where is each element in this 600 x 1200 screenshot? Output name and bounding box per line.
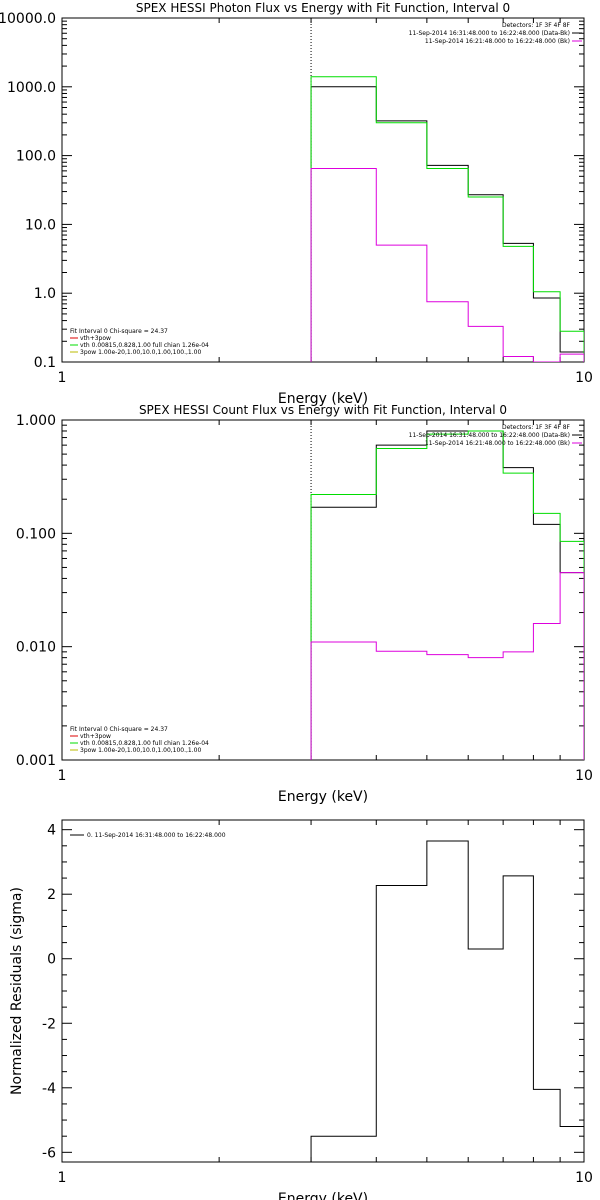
y-tick-label: 0.010: [16, 640, 56, 656]
legend-left: Fit Interval 0 Chi-square = 24.37vth+3po…: [70, 726, 209, 754]
legend-detectors: Detectors: 1F 3F 4F 8F: [502, 22, 571, 29]
y-tick-label: 0.100: [16, 526, 56, 542]
legend-entry: vth 0.00815,0.828,1.00 full chian 1.26e-…: [80, 740, 209, 747]
y-tick-label: -6: [42, 1145, 56, 1161]
series-2-line: [310, 76, 584, 362]
x-tick-label: 1: [58, 768, 67, 784]
plot-frame: [61, 419, 585, 761]
panel-1: SPEX HESSI Photon Flux vs Energy with Fi…: [0, 1, 593, 407]
y-tick-label: 4: [47, 823, 56, 839]
y-tick-label: 10000.0: [0, 11, 56, 27]
panel-3: 1 10 Energy (keV) 4 2 0 -2 -4 -6 Normalized Resid…: [9, 819, 593, 1200]
y-tick-label: -2: [42, 1016, 56, 1032]
x-tick-label: 10: [575, 370, 593, 386]
series-3-line: [310, 572, 584, 760]
x-tick-label: 1: [58, 1170, 67, 1186]
x-tick-label: 10: [575, 768, 593, 784]
series-1-line: [310, 430, 584, 760]
legend-entry: vth+3pow: [80, 733, 111, 740]
y-ticks: [62, 17, 584, 363]
series-2-line: [310, 430, 584, 760]
x-axis-label: Energy (keV): [278, 1191, 368, 1200]
legend-left: 0. 11-Sep-2014 16:31:48.000 to 16:22:48.…: [70, 832, 226, 839]
legend-left: Fit Interval 0 Chi-square = 24.37vth+3po…: [70, 328, 209, 356]
legend-entry: 11-Sep-2014 16:31:48.000 to 16:22:48.000…: [409, 432, 570, 439]
y-tick-label: 100.0: [16, 149, 56, 165]
legend-header: Fit Interval 0 Chi-square = 24.37: [70, 726, 168, 733]
x-axis-label: Energy (keV): [278, 789, 368, 805]
panel-2: SPEX HESSI Count Flux vs Energy with Fit…: [16, 403, 593, 805]
chart-title: SPEX HESSI Photon Flux vs Energy with Fi…: [136, 1, 510, 15]
x-ticks: [218, 18, 561, 362]
y-ticks: [62, 829, 584, 1153]
legend-entry: 11-Sep-2014 16:21:48.000 to 16:22:48.000…: [425, 440, 570, 447]
series-group: [310, 76, 584, 362]
x-ticks: [218, 820, 561, 1162]
y-tick-label: 0: [47, 952, 56, 968]
y-tick-label: 0.001: [16, 753, 56, 769]
legend-header: Fit Interval 0 Chi-square = 24.37: [70, 328, 168, 335]
y-tick-label: 1.0: [34, 286, 56, 302]
series-1-line: [310, 86, 584, 362]
x-ticks: [218, 420, 561, 760]
y-tick-label: 2: [47, 887, 56, 903]
legend-entry: vth 0.00815,0.828,1.00 full chian 1.26e-…: [80, 342, 209, 349]
chart-title: SPEX HESSI Count Flux vs Energy with Fit…: [139, 403, 507, 417]
plot-frame: [61, 819, 585, 1163]
y-tick-label: 10.0: [25, 217, 56, 233]
series-group: [310, 840, 584, 1162]
series-group: [310, 430, 584, 760]
y-tick-label: 1.000: [16, 413, 56, 429]
y-tick-label: 1000.0: [7, 80, 56, 96]
y-tick-label: -4: [42, 1081, 56, 1097]
legend-detectors: Detectors: 1F 3F 4F 8F: [502, 424, 571, 431]
legend-entry: vth+3pow: [80, 335, 111, 342]
legend-entry: 0. 11-Sep-2014 16:31:48.000 to 16:22:48.…: [87, 832, 226, 839]
y-ticks: [62, 419, 584, 761]
x-tick-label: 1: [58, 370, 67, 386]
legend-entry: 11-Sep-2014 16:31:48.000 to 16:22:48.000…: [409, 30, 570, 37]
legend-entry: 3pow 1.00e-20,1.00,10.0,1.00,100.,1.00: [80, 349, 201, 356]
series-1-line: [310, 840, 584, 1162]
plot-frame: [61, 17, 585, 363]
y-tick-label: 0.1: [34, 355, 56, 371]
legend-entry: 11-Sep-2014 16:21:48.000 to 16:22:48.000…: [425, 38, 570, 45]
x-tick-label: 10: [575, 1170, 593, 1186]
series-3-line: [310, 167, 584, 362]
x-axis-label: Energy (keV): [278, 391, 368, 407]
y-axis-label: Normalized Residuals (sigma): [9, 887, 25, 1095]
legend-entry: 3pow 1.00e-20,1.00,10.0,1.00,100.,1.00: [80, 747, 201, 754]
